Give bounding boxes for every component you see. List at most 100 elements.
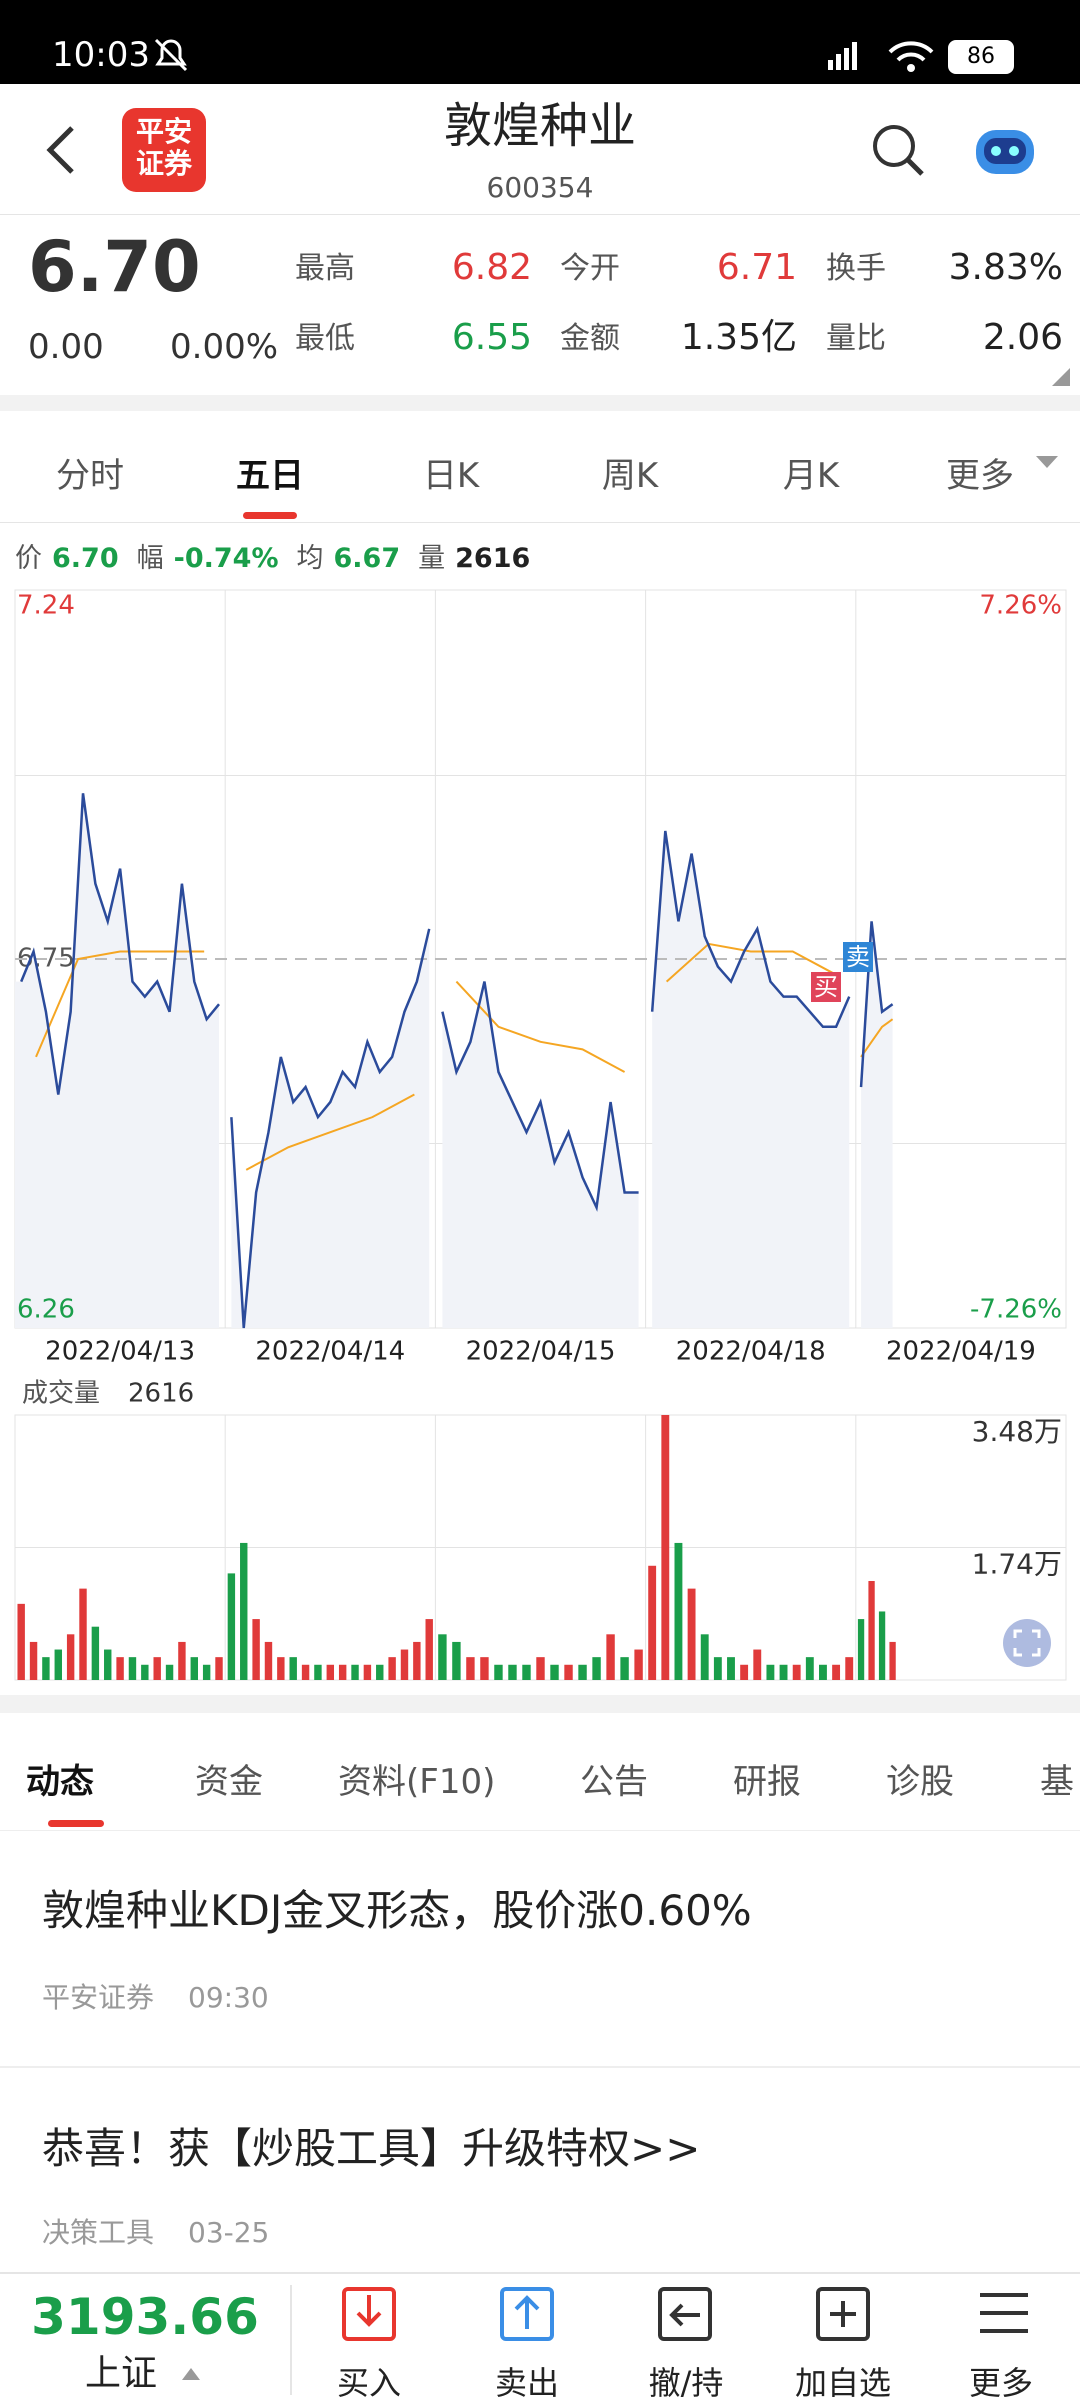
- sell-marker: 卖: [843, 942, 873, 972]
- index-arrow: [182, 2368, 200, 2380]
- volume-bar: [620, 1657, 629, 1680]
- news-title[interactable]: 恭喜！获【炒股工具】升级特权>>: [42, 2124, 701, 2173]
- index-name[interactable]: 上证: [85, 2353, 158, 2394]
- volume-bar: [578, 1664, 587, 1680]
- volume-bar: [792, 1664, 801, 1680]
- news-tab[interactable]: 基: [1040, 1762, 1074, 1802]
- news-tab[interactable]: 资金: [195, 1762, 263, 1802]
- average-line: [665, 942, 836, 983]
- app-logo: [122, 108, 206, 192]
- volume-bar: [79, 1588, 87, 1680]
- volume-bar: [845, 1657, 854, 1680]
- info-value: -0.74%: [173, 543, 279, 574]
- volume-bar: [314, 1664, 322, 1680]
- price-line: [650, 830, 851, 1029]
- volume-bar: [661, 1415, 670, 1680]
- toolbar-icons: [342, 2287, 1028, 2341]
- tab-indicator: [48, 1820, 104, 1827]
- stat-value: 3.83%: [948, 247, 1063, 288]
- info-value: 6.70: [52, 543, 119, 574]
- volume-bar: [338, 1664, 347, 1680]
- volume-bar: [425, 1619, 433, 1680]
- toolbar-button[interactable]: 加自选: [794, 2364, 892, 2402]
- volume-bar: [713, 1657, 722, 1680]
- info-label: 均: [296, 543, 324, 574]
- toolbar-button[interactable]: 卖出: [494, 2364, 560, 2402]
- price-change: 0.00: [28, 327, 104, 367]
- volume-bar: [178, 1641, 186, 1680]
- period-tab[interactable]: 周K: [601, 456, 659, 496]
- back-button[interactable]: [40, 122, 80, 178]
- news-tab[interactable]: 资料(F10): [338, 1762, 496, 1802]
- news-tab[interactable]: 动态: [26, 1762, 94, 1802]
- divider: [0, 2066, 1080, 2068]
- period-tab[interactable]: 月K: [782, 456, 840, 496]
- average-line: [245, 1093, 415, 1171]
- volume-bar: [592, 1657, 601, 1680]
- news-tab[interactable]: 研报: [733, 1762, 801, 1802]
- volume-bar: [29, 1641, 38, 1680]
- volume-bar: [240, 1542, 248, 1680]
- mute-icon: [154, 38, 188, 72]
- average-line: [455, 980, 626, 1073]
- volume-bar: [727, 1657, 735, 1680]
- volume-bar: [227, 1573, 236, 1680]
- volume-bar: [104, 1649, 112, 1680]
- volume-bar: [277, 1657, 285, 1680]
- toolbar-button[interactable]: 更多: [968, 2364, 1034, 2402]
- period-tab[interactable]: 日K: [422, 456, 480, 496]
- news-tab[interactable]: 诊股: [886, 1762, 954, 1802]
- news-tab[interactable]: 公告: [580, 1762, 648, 1802]
- x-tick-label: 2022/04/19: [886, 1337, 1036, 1367]
- fullscreen-icon: [1013, 1629, 1041, 1657]
- signal-wifi-icons: [828, 41, 934, 72]
- volume-bar: [550, 1664, 559, 1680]
- volume-bar: [289, 1657, 297, 1680]
- price-area: [652, 830, 850, 1328]
- news-title[interactable]: 敦煌种业KDJ金叉形态，股价涨0.60%: [42, 1886, 752, 1935]
- separator: [0, 1695, 1080, 1713]
- volume-value: 2616: [128, 1379, 194, 1409]
- volume-bar: [165, 1664, 174, 1680]
- volume-bar: [66, 1634, 75, 1680]
- average-line: [860, 1018, 894, 1058]
- volume-bar: [674, 1542, 683, 1680]
- stat-label: 换手: [826, 251, 886, 286]
- volume-bar: [779, 1664, 788, 1680]
- corner-mark: [1052, 368, 1070, 386]
- search-button[interactable]: [870, 122, 926, 178]
- price-line: [230, 928, 431, 1329]
- period-tab[interactable]: 更多: [946, 456, 1014, 496]
- stat-label: 最低: [295, 321, 355, 356]
- volume-bar: [42, 1657, 50, 1680]
- info-label: 幅: [136, 543, 164, 574]
- volume-bar: [264, 1641, 273, 1680]
- stock-name: 敦煌种业: [443, 98, 636, 154]
- index-value[interactable]: 3193.66: [31, 2288, 259, 2346]
- volume-bar: [480, 1657, 489, 1680]
- separator: [0, 395, 1080, 411]
- info-value: 2616: [455, 543, 531, 574]
- volume-bar: [438, 1634, 447, 1680]
- volume-bar: [606, 1634, 615, 1680]
- volume-bar: [536, 1657, 545, 1680]
- robot-button[interactable]: [970, 120, 1040, 180]
- toolbar-button[interactable]: 买入: [336, 2364, 402, 2402]
- pct-label: -7.26%: [970, 1295, 1062, 1325]
- volume-bar: [17, 1603, 25, 1680]
- volume-bar: [700, 1634, 709, 1680]
- clock: 10:03: [52, 35, 150, 75]
- stat-value: 6.55: [451, 317, 532, 358]
- price-line: [441, 981, 639, 1212]
- divider: [0, 1830, 1080, 1831]
- fullscreen-button[interactable]: [1003, 1619, 1051, 1667]
- period-tab[interactable]: 五日: [236, 456, 304, 496]
- toolbar-button[interactable]: 撤/持: [648, 2364, 724, 2402]
- volume-bar: [857, 1619, 865, 1680]
- period-tab[interactable]: 分时: [56, 456, 124, 496]
- volume-bar: [564, 1664, 573, 1680]
- x-tick-label: 2022/04/18: [676, 1337, 826, 1367]
- volume-bar: [326, 1664, 335, 1680]
- volume-bar: [351, 1664, 359, 1680]
